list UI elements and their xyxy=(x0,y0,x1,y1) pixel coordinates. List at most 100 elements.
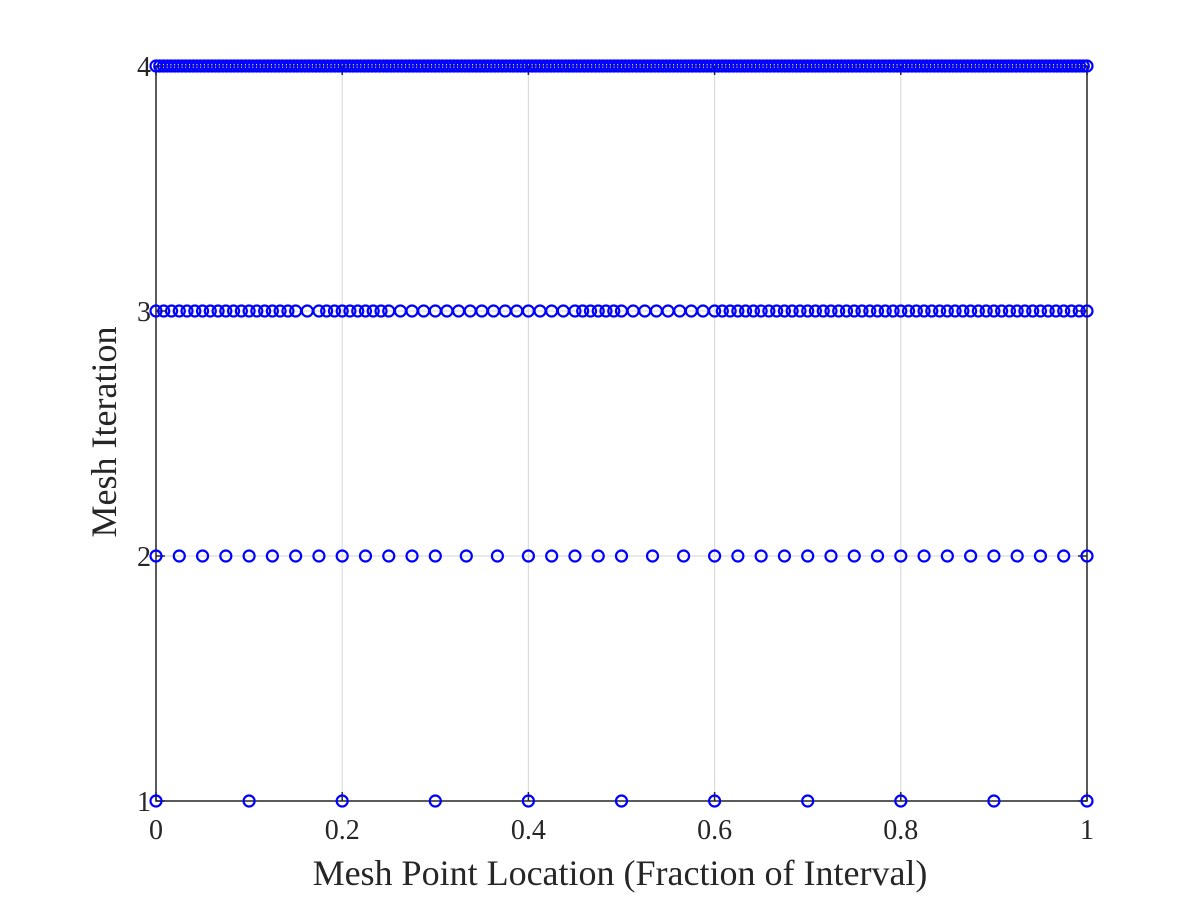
data-point xyxy=(599,304,613,318)
data-point xyxy=(219,549,233,563)
data-point xyxy=(917,549,931,563)
data-point xyxy=(832,304,846,318)
data-point xyxy=(242,794,256,808)
x-tick-label: 0 xyxy=(149,815,163,846)
data-point xyxy=(320,304,334,318)
data-point xyxy=(258,304,272,318)
data-point xyxy=(428,549,442,563)
data-point xyxy=(855,304,869,318)
data-point xyxy=(211,304,225,318)
data-point xyxy=(995,304,1009,318)
x-tick-label: 0.2 xyxy=(325,815,360,846)
data-point xyxy=(746,304,761,318)
data-point xyxy=(793,304,807,318)
data-point xyxy=(614,549,629,563)
data-point xyxy=(1026,304,1040,318)
data-point xyxy=(739,304,753,318)
data-point xyxy=(366,304,380,318)
data-point xyxy=(428,794,442,808)
axis-ticks: 0 0.2 0.4 0.6 0.8 1 1 2 3 4 xyxy=(137,52,1094,846)
data-point xyxy=(1080,304,1094,318)
data-point xyxy=(149,304,163,318)
data-point xyxy=(203,304,217,318)
data-point xyxy=(785,304,799,318)
data-point xyxy=(870,304,885,318)
plot-area-frame xyxy=(155,65,1088,802)
data-point xyxy=(242,549,256,563)
x-tick-label: 0.6 xyxy=(697,815,732,846)
data-point xyxy=(1033,304,1048,318)
data-point xyxy=(459,549,473,563)
data-point xyxy=(987,549,1001,563)
data-point xyxy=(801,304,815,318)
data-point xyxy=(1002,304,1017,318)
data-point xyxy=(607,304,621,318)
y-tick-label: 3 xyxy=(137,297,151,328)
data-point xyxy=(894,304,908,318)
data-point xyxy=(754,304,768,318)
data-point xyxy=(956,304,970,318)
data-point xyxy=(327,304,342,318)
data-point xyxy=(576,304,590,318)
data-point xyxy=(1057,549,1071,563)
data-point xyxy=(863,304,877,318)
data-point xyxy=(265,549,279,563)
data-point xyxy=(940,304,954,318)
data-point xyxy=(1072,304,1086,318)
data-point xyxy=(816,304,830,318)
data-point xyxy=(754,549,768,563)
data-point xyxy=(1010,304,1024,318)
data-point xyxy=(1057,304,1071,318)
data-point xyxy=(886,304,900,318)
data-point xyxy=(591,304,605,318)
data-point xyxy=(933,304,947,318)
data-point xyxy=(568,549,582,563)
data-point xyxy=(172,304,186,318)
data-point xyxy=(545,549,559,563)
data-point xyxy=(358,549,373,563)
data-point xyxy=(925,304,939,318)
data-point xyxy=(762,304,776,318)
y-tick-label: 1 xyxy=(137,787,151,818)
data-point xyxy=(909,304,923,318)
y-tick-label: 2 xyxy=(137,542,151,573)
data-point xyxy=(731,549,745,563)
data-point xyxy=(731,304,745,318)
data-point xyxy=(777,549,792,563)
data-point xyxy=(894,549,908,563)
data-point xyxy=(335,549,349,563)
data-point xyxy=(1041,304,1055,318)
data-point xyxy=(676,549,691,563)
x-tick-label: 0.8 xyxy=(883,815,918,846)
data-point xyxy=(226,304,241,318)
data-point xyxy=(583,304,598,318)
data-point xyxy=(358,304,373,318)
x-tick-label: 0.4 xyxy=(511,815,546,846)
data-point xyxy=(374,304,388,318)
data-point xyxy=(195,549,210,563)
data-point xyxy=(149,549,163,563)
data-point xyxy=(312,304,326,318)
data-point xyxy=(964,304,978,318)
x-tick-label: 1 xyxy=(1080,815,1094,846)
series-iteration-4 xyxy=(149,59,1094,73)
data-point xyxy=(614,794,629,808)
data-point xyxy=(1033,549,1048,563)
y-tick-label: 4 xyxy=(137,52,151,83)
data-point xyxy=(568,304,582,318)
data-point xyxy=(878,304,892,318)
data-point xyxy=(948,304,962,318)
data-point xyxy=(335,794,349,808)
data-point xyxy=(645,549,660,563)
data-point xyxy=(234,304,248,318)
data-point xyxy=(242,304,256,318)
data-point xyxy=(707,794,722,808)
data-point xyxy=(382,549,396,563)
data-point xyxy=(801,549,815,563)
data-point xyxy=(987,794,1001,808)
data-point xyxy=(343,304,357,318)
series-iteration-1 xyxy=(149,794,1094,808)
series-iteration-3 xyxy=(149,304,1094,318)
